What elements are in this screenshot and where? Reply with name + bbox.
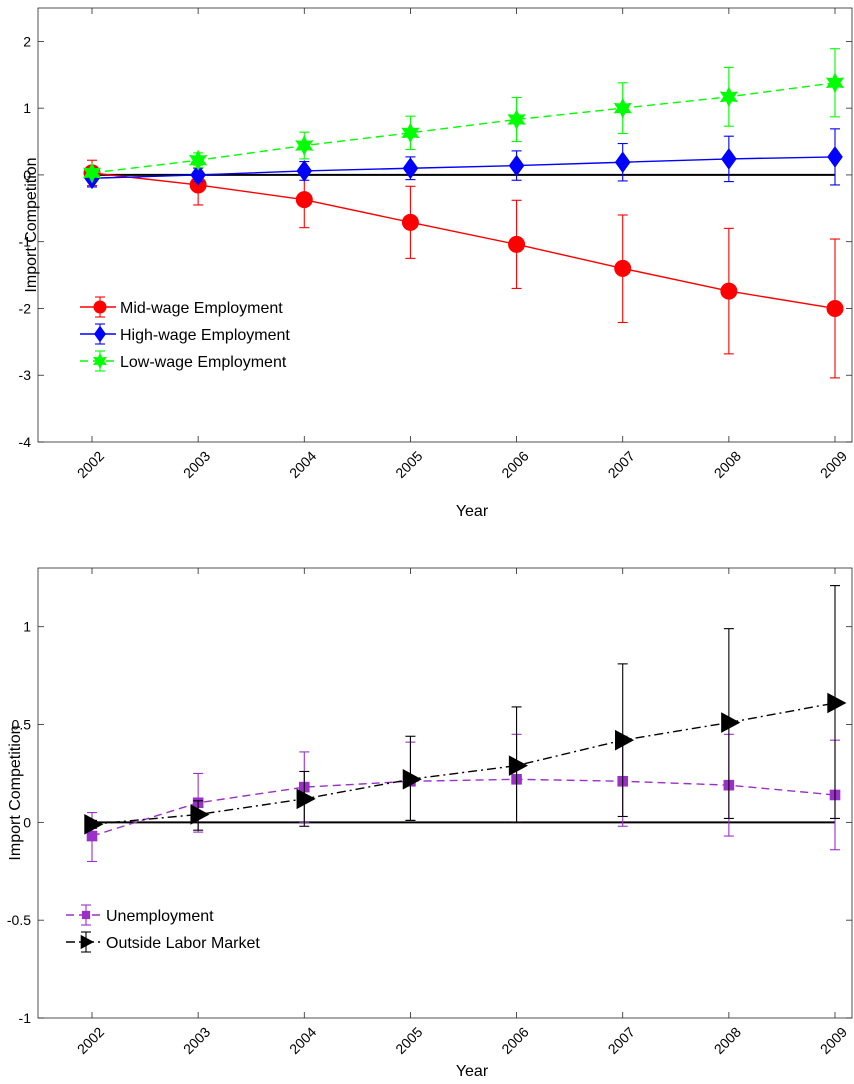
legend-label: Mid-wage Employment	[120, 300, 283, 317]
x-tick-label: 2004	[286, 1024, 319, 1057]
data-point	[613, 97, 632, 119]
plot-area-frame	[37, 567, 853, 1019]
data-point	[402, 157, 419, 180]
y-tick-label: 0.5	[12, 717, 32, 733]
y-axis-label: Import Competition	[23, 157, 40, 292]
chart-panel-1: -4 -3 -2 -1 0 1 2 2002 2003 2004 2005 2006 2007 2008 2…	[19, 7, 853, 520]
legend-entry: Unemployment	[66, 904, 214, 926]
data-point	[615, 729, 635, 751]
data-point	[190, 804, 210, 825]
data-point	[402, 769, 422, 790]
legend-marker	[93, 300, 107, 314]
y-tick-label: -1	[19, 1010, 32, 1026]
x-tick-label: 2007	[605, 1024, 638, 1057]
x-tick-label: 2005	[392, 1024, 425, 1057]
x-tick-label: 2004	[286, 448, 319, 481]
series-outside-labor-market	[84, 585, 847, 835]
x-tick-label: 2007	[605, 448, 638, 481]
y-tick-label: 1	[23, 619, 31, 635]
data-point	[401, 122, 420, 144]
series-line	[91, 82, 836, 174]
y-axis-label: Import Competition	[7, 725, 24, 860]
data-point	[825, 72, 845, 94]
x-tick-label: 2002	[74, 1024, 107, 1057]
x-tick-label: 2006	[498, 1024, 531, 1057]
x-tick-label: 2005	[392, 448, 425, 481]
legend-label: High-wage Employment	[120, 327, 290, 344]
x-tick-label: 2006	[498, 448, 531, 481]
y-tick-label: 1	[23, 100, 31, 116]
y-tick-label: -4	[19, 434, 32, 450]
data-point	[86, 830, 98, 842]
data-point	[720, 282, 738, 300]
x-tick-label: 2002	[74, 448, 107, 481]
y-tick-label: -2	[19, 300, 32, 316]
legend-label: Unemployment	[106, 908, 214, 925]
data-point	[719, 86, 738, 108]
y-tick-label: 2	[23, 33, 31, 49]
legend-marker	[93, 325, 107, 343]
legend-marker	[80, 934, 94, 950]
data-point	[721, 712, 741, 733]
legend-marker	[92, 352, 108, 370]
y-tick-label: -0.5	[7, 912, 31, 928]
data-point	[295, 191, 313, 209]
x-tick-label: 2009	[817, 1024, 850, 1057]
data-point	[190, 164, 206, 186]
plot-area-frame	[37, 7, 853, 443]
data-point	[721, 148, 737, 170]
legend-entry: Low-wage Employment	[80, 350, 287, 372]
chart-panel-2: -1 -0.5 0 0.5 1 2002 2003 2004 2005 2006 2007 2008 2…	[7, 567, 853, 1080]
legend-label: Outside Labor Market	[106, 935, 260, 952]
x-tick-label: 2003	[180, 1024, 213, 1057]
legend-entry: Mid-wage Employment	[80, 296, 283, 318]
series-mid-wage-employment	[83, 159, 844, 379]
x-tick-label: 2008	[711, 448, 744, 481]
series-line	[91, 172, 836, 310]
x-axis-label: Year	[456, 503, 489, 520]
y-tick-label: 0	[23, 167, 31, 183]
y-tick-label: 0	[23, 814, 31, 830]
data-point	[508, 755, 528, 776]
legend-label: Low-wage Employment	[120, 354, 287, 371]
data-point	[614, 259, 632, 277]
data-point	[507, 108, 526, 131]
data-point	[296, 160, 313, 182]
series-unemployment	[86, 733, 841, 863]
y-tick-label: -1	[19, 234, 32, 250]
data-point	[827, 146, 843, 168]
data-point	[826, 299, 844, 317]
x-tick-label: 2009	[817, 448, 850, 481]
data-point	[296, 788, 316, 810]
legend-entry: Outside Labor Market	[66, 931, 260, 953]
x-axis-label: Year	[456, 1063, 489, 1080]
data-point	[84, 814, 104, 835]
series-low-wage-employment	[82, 48, 845, 184]
legend-marker	[81, 910, 91, 920]
data-point	[614, 151, 631, 174]
data-point	[827, 692, 847, 714]
data-point	[189, 149, 208, 171]
series-line	[91, 156, 836, 179]
legend-entry: High-wage Employment	[80, 323, 290, 345]
data-point	[508, 154, 525, 177]
data-point	[508, 235, 526, 253]
series-line	[91, 702, 836, 825]
data-point	[401, 213, 419, 231]
y-tick-label: -3	[19, 367, 32, 383]
data-point	[295, 134, 314, 157]
x-tick-label: 2003	[180, 448, 213, 481]
data-point	[82, 162, 102, 184]
series-line	[91, 778, 836, 837]
x-tick-label: 2008	[711, 1024, 744, 1057]
